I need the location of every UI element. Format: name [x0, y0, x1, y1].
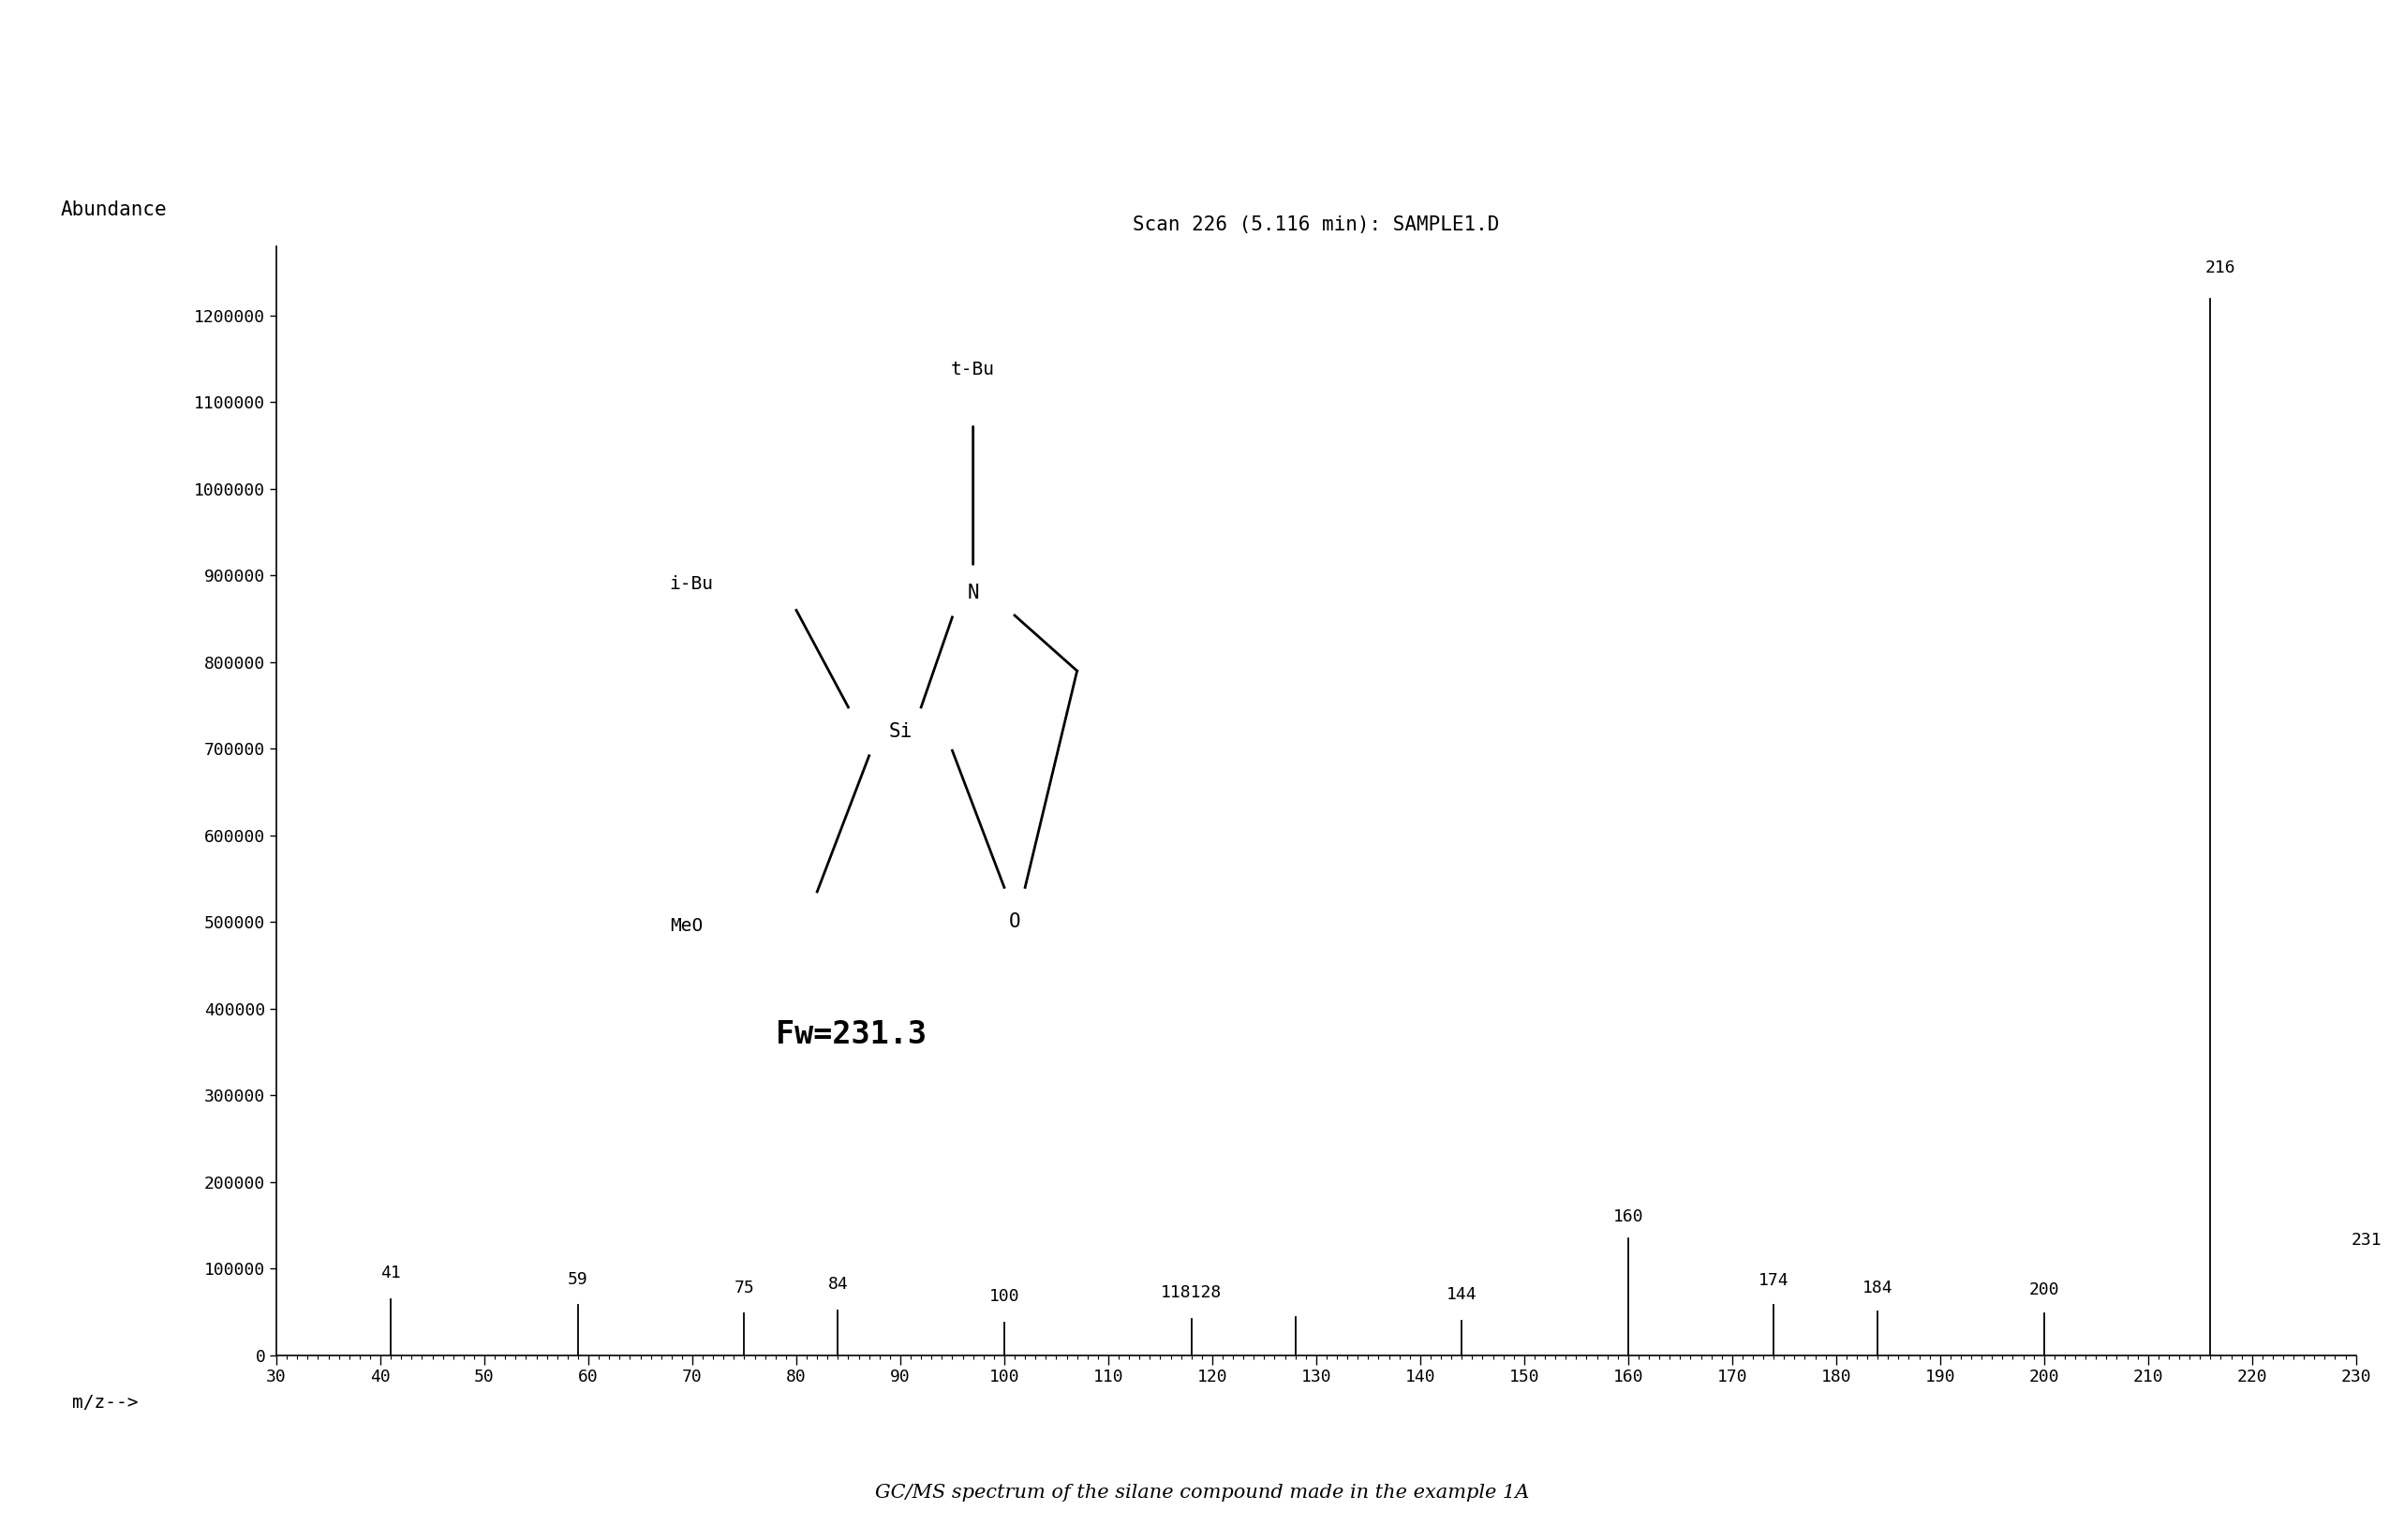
Text: 100: 100	[988, 1287, 1019, 1304]
Text: i-Bu: i-Bu	[668, 574, 714, 593]
Text: 41: 41	[380, 1264, 401, 1281]
Text: 200: 200	[2029, 1281, 2060, 1298]
Text: MeO: MeO	[671, 918, 702, 935]
Text: Si: Si	[889, 722, 911, 741]
Text: 231: 231	[2351, 1232, 2382, 1249]
Text: GC/MS spectrum of the silane compound made in the example 1A: GC/MS spectrum of the silane compound ma…	[875, 1483, 1529, 1502]
Text: 184: 184	[1863, 1280, 1892, 1297]
Text: 144: 144	[1447, 1286, 1476, 1303]
Text: 59: 59	[567, 1270, 589, 1287]
Text: t-Bu: t-Bu	[952, 360, 995, 379]
Text: 84: 84	[827, 1277, 849, 1294]
Text: Abundance: Abundance	[60, 200, 166, 219]
Text: Fw=231.3: Fw=231.3	[776, 1019, 926, 1050]
Text: 174: 174	[1757, 1272, 1789, 1289]
Text: 160: 160	[1613, 1209, 1644, 1226]
Text: 75: 75	[733, 1280, 755, 1297]
Text: 216: 216	[2204, 260, 2236, 277]
Text: O: O	[1010, 913, 1022, 932]
Text: 118128: 118128	[1161, 1284, 1221, 1301]
Title: Scan 226 (5.116 min): SAMPLE1.D: Scan 226 (5.116 min): SAMPLE1.D	[1132, 216, 1500, 234]
Text: N: N	[966, 584, 978, 602]
Text: m/z-->: m/z-->	[72, 1394, 137, 1412]
